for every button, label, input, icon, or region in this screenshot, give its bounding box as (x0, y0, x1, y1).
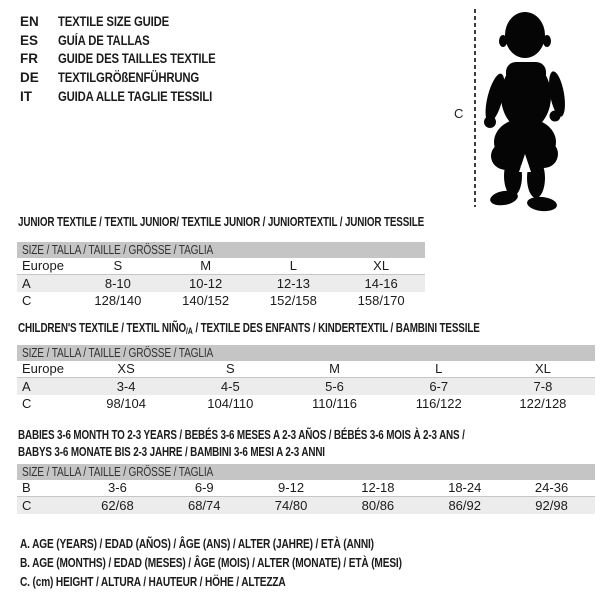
age-cell: 6-7 (429, 378, 449, 394)
size-header-bar: SIZE / TALLA / TAILLE / GRÖSSE / TAGLIA (17, 345, 595, 361)
row-label: C (22, 497, 32, 513)
age-cell: 5-6 (325, 378, 344, 394)
lang-code: ES (20, 32, 39, 48)
legend-notes: A. AGE (YEARS) / EDAD (AÑOS) / ÂGE (ANS)… (20, 534, 510, 591)
row-label: Europe (22, 361, 64, 376)
height-cell: 74/80 (274, 497, 308, 513)
lang-row-fr: FR GUIDE DES TAILLES TEXTILE (20, 49, 246, 68)
size-cell: M (329, 361, 340, 376)
height-cell: 98/104 (106, 395, 146, 411)
age-cell: 24-36 (534, 480, 569, 495)
age-cell: 6-9 (194, 480, 214, 495)
row-label: A (22, 378, 31, 394)
size-header-bar: SIZE / TALLA / TAILLE / GRÖSSE / TAGLIA (17, 242, 425, 258)
age-cell: 10-12 (189, 275, 223, 291)
table-row-europe: Europe S M L XL (17, 258, 425, 275)
height-measure-label: C (454, 106, 464, 121)
height-cell: 122/128 (519, 395, 567, 411)
lang-title: TEXTILGRÖßENFÜHRUNG (58, 69, 200, 85)
age-cell: 9-12 (278, 480, 305, 495)
height-cell: 92/98 (535, 497, 568, 513)
age-cell: 3-6 (108, 480, 127, 495)
height-cell: 128/140 (94, 292, 142, 308)
lang-code: FR (20, 51, 38, 67)
height-cell: 140/152 (182, 292, 230, 308)
note-c-height: C. (cm) HEIGHT / ALTURA / HAUTEUR / HÖHE… (20, 574, 286, 589)
table-row-height: C 128/140 140/152 152/158 158/170 (17, 292, 425, 309)
size-cell: L (435, 361, 443, 376)
table-row-age: A 8-10 10-12 12-13 14-16 (17, 275, 425, 292)
row-label: B (22, 480, 31, 495)
age-cell: 12-13 (276, 275, 310, 291)
height-cell: 152/158 (269, 292, 317, 308)
table-row-age: A 3-4 4-5 5-6 6-7 7-8 (17, 378, 595, 395)
age-cell: 14-16 (364, 275, 398, 291)
age-cell: 18-24 (448, 480, 482, 495)
size-cell: M (200, 258, 212, 273)
age-cell: 12-18 (361, 480, 395, 495)
height-cell: 116/122 (415, 395, 462, 411)
lang-row-es: ES GUÍA DE TALLAS (20, 31, 246, 50)
children-table-title: CHILDREN'S TEXTILE / TEXTIL NIÑO/A / TEX… (18, 320, 480, 336)
size-cell: S (113, 258, 123, 273)
row-label: Europe (22, 258, 64, 273)
age-cell: 3-4 (116, 378, 136, 394)
height-cell: 80/86 (361, 497, 395, 513)
size-header-bar: SIZE / TALLA / TAILLE / GRÖSSE / TAGLIA (17, 464, 595, 480)
lang-row-de: DE TEXTILGRÖßENFÜHRUNG (20, 68, 246, 87)
lang-title: TEXTILE SIZE GUIDE (58, 13, 170, 29)
size-cell: S (225, 361, 235, 376)
note-b-age-months: B. AGE (MONTHS) / EDAD (MESES) / ÂGE (MO… (20, 555, 402, 570)
size-cell: XL (373, 258, 390, 273)
toddler-silhouette-icon (484, 12, 565, 212)
height-cell: 110/116 (311, 395, 358, 411)
junior-size-table: SIZE / TALLA / TAILLE / GRÖSSE / TAGLIA … (17, 242, 425, 309)
row-label: C (22, 292, 32, 308)
lang-code: DE (20, 69, 39, 85)
size-cell: L (289, 258, 297, 273)
height-cell: 158/170 (357, 292, 405, 308)
language-list: EN TEXTILE SIZE GUIDE ES GUÍA DE TALLAS … (20, 12, 246, 105)
children-size-table: SIZE / TALLA / TAILLE / GRÖSSE / TAGLIA … (17, 345, 595, 412)
age-cell: 4-5 (220, 378, 240, 394)
lang-title: GUIDA ALLE TAGLIE TESSILI (58, 88, 213, 104)
lang-row-en: EN TEXTILE SIZE GUIDE (20, 12, 246, 31)
babies-size-table: SIZE / TALLA / TAILLE / GRÖSSE / TAGLIA … (17, 464, 595, 514)
row-label: A (22, 275, 31, 291)
babies-table-title: BABIES 3-6 MONTH TO 2-3 YEARS / BEBÉS 3-… (18, 427, 465, 459)
height-cell: 68/74 (187, 497, 221, 513)
row-label: C (22, 395, 32, 411)
lang-code: IT (20, 88, 32, 104)
lang-title: GUIDE DES TAILLES TEXTILE (58, 51, 216, 67)
age-cell: 7-8 (533, 378, 553, 394)
table-row-age-months: B 3-6 6-9 9-12 12-18 18-24 24-36 (17, 480, 595, 497)
size-cell: XL (534, 361, 551, 376)
table-row-height: C 62/68 68/74 74/80 80/86 86/92 92/98 (17, 497, 595, 514)
table-row-height: C 98/104 104/110 110/116 116/122 122/128 (17, 395, 595, 412)
junior-table-title: JUNIOR TEXTILE / TEXTIL JUNIOR/ TEXTILE … (18, 214, 425, 229)
size-cell: XS (117, 361, 135, 376)
height-cell: 86/92 (448, 497, 481, 513)
note-a-age-years: A. AGE (YEARS) / EDAD (AÑOS) / ÂGE (ANS)… (20, 536, 374, 551)
lang-title: GUÍA DE TALLAS (58, 32, 150, 48)
height-cell: 62/68 (101, 497, 134, 513)
height-dashed-line (474, 9, 476, 207)
age-cell: 8-10 (104, 275, 131, 291)
nino-a-subscript: /A (186, 326, 193, 336)
height-cell: 104/110 (207, 395, 254, 411)
lang-code: EN (20, 13, 39, 29)
lang-row-it: IT GUIDA ALLE TAGLIE TESSILI (20, 87, 246, 106)
table-row-europe: Europe XS S M L XL (17, 361, 595, 378)
